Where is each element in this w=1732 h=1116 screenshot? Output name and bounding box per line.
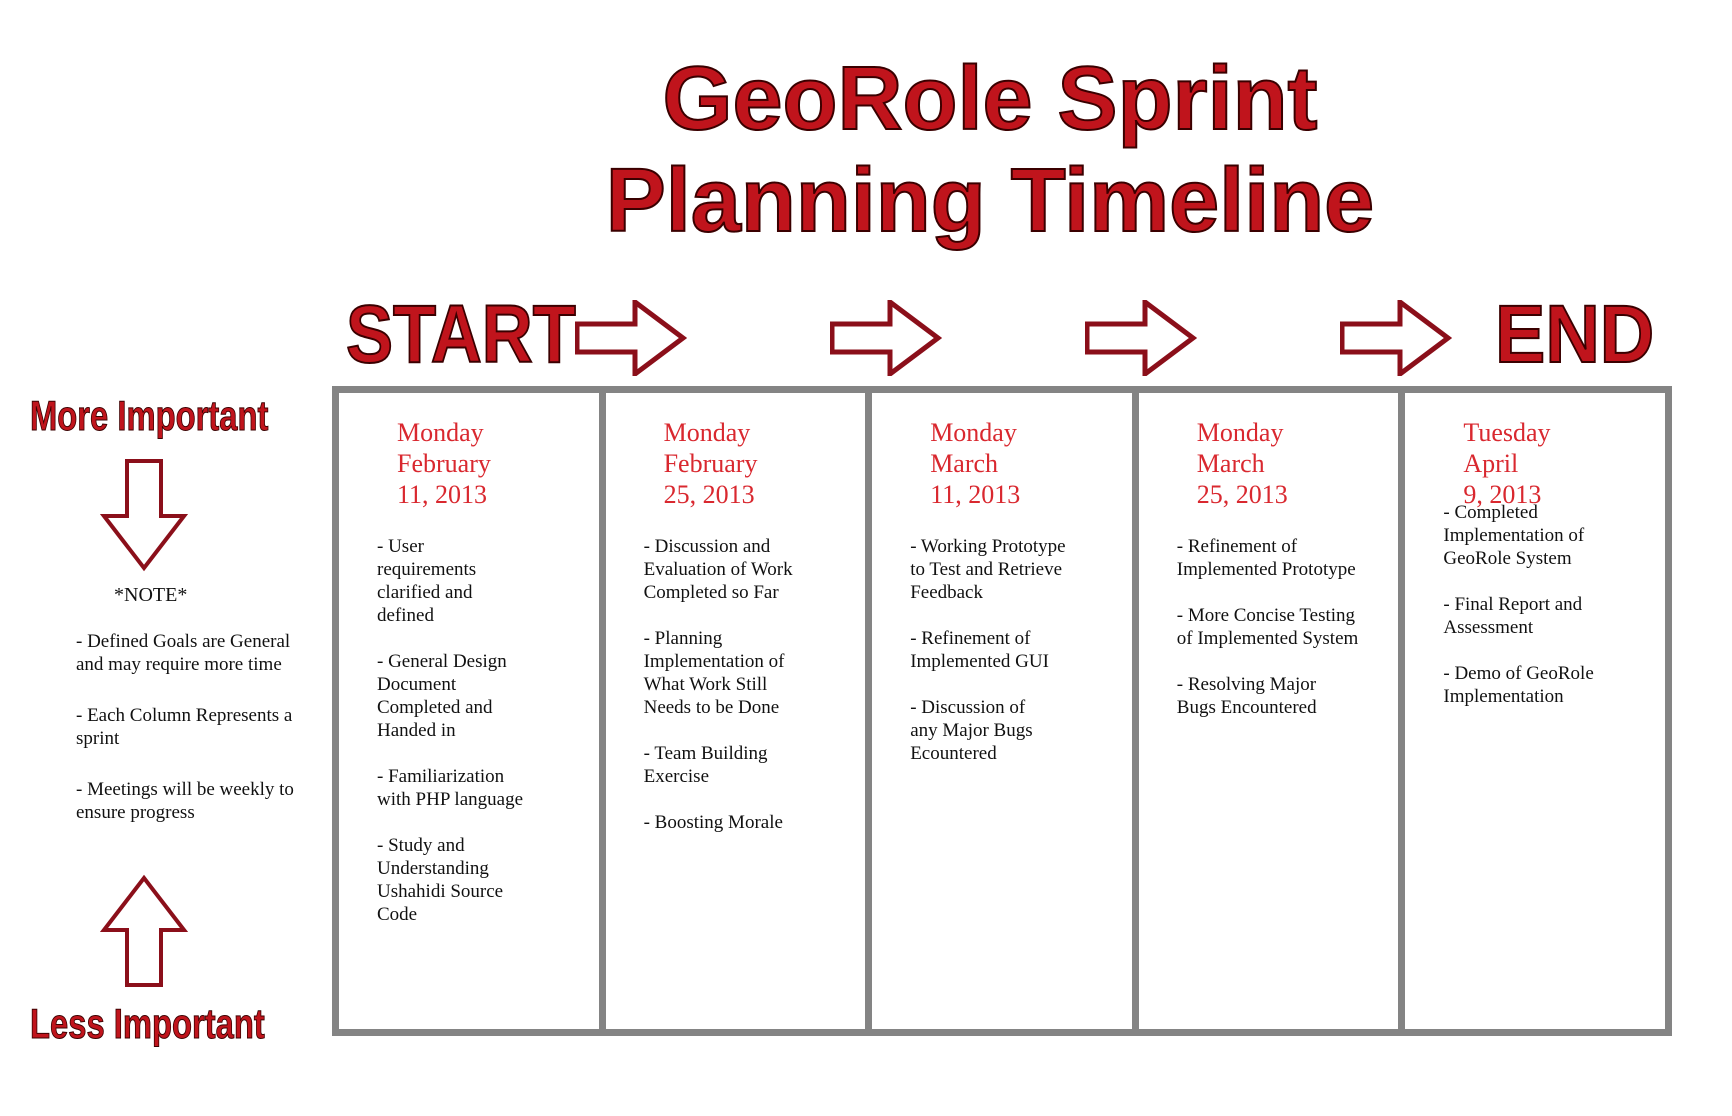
task-item: - Final Report and Assessment	[1443, 594, 1583, 638]
task-item: - Refinement of Implemented GUI	[910, 628, 1049, 672]
task-item: - Discussion and Evaluation of Work Comp…	[643, 536, 793, 603]
sprint-date: Monday March 25, 2013	[1196, 418, 1288, 509]
sprint-task-list: - Completed Implementation of GeoRole Sy…	[1443, 501, 1673, 731]
right-arrow-outline-icon	[575, 300, 687, 376]
note-list: - Defined Goals are General and may requ…	[76, 630, 316, 852]
sprint-column: Monday March 25, 2013 - Refinement of Im…	[1139, 393, 1406, 1029]
task-item: - General Design Document Completed and …	[377, 651, 507, 741]
task-item: - Refinement of Implemented Prototype	[1176, 536, 1356, 580]
task-item: - Boosting Morale	[643, 812, 783, 833]
sprint-task-list: - Discussion and Evaluation of Work Comp…	[644, 535, 874, 857]
task-item: - Working Prototype to Test and Retrieve…	[910, 536, 1066, 603]
less-important-label: Less Important	[30, 1000, 266, 1048]
sprint-column: Monday February 25, 2013 - Discussion an…	[606, 393, 873, 1029]
task-item: - Team Building Exercise	[643, 743, 768, 787]
task-item: - Resolving Major Bugs Encountered	[1176, 674, 1317, 718]
sprint-task-list: - Refinement of Implemented Prototype - …	[1177, 535, 1407, 742]
task-item: - Discussion of any Major Bugs Ecountere…	[910, 697, 1033, 764]
task-item: - User requirements clarified and define…	[377, 536, 477, 626]
sprint-date: Monday February 11, 2013	[397, 418, 491, 509]
right-arrow-outline-icon	[1340, 300, 1452, 376]
right-arrow-outline-icon	[830, 300, 942, 376]
note-item: - Each Column Represents a sprint	[76, 705, 293, 749]
note-item: - Meetings will be weekly to ensure prog…	[76, 779, 294, 823]
sprint-column: Monday February 11, 2013 - User requirem…	[339, 393, 606, 1029]
sprint-task-list: - User requirements clarified and define…	[377, 535, 607, 949]
sprint-board: Monday February 11, 2013 - User requirem…	[332, 386, 1672, 1036]
sprint-column: Monday March 11, 2013 - Working Prototyp…	[872, 393, 1139, 1029]
more-important-label: More Important	[30, 392, 269, 440]
up-arrow-outline-icon	[100, 874, 188, 987]
title-line-2: Planning Timeline	[605, 150, 1375, 252]
start-label: START	[345, 289, 577, 381]
right-arrow-outline-icon	[1085, 300, 1197, 376]
task-item: - Study and Understanding Ushahidi Sourc…	[377, 835, 504, 925]
task-item: - Familiarization with PHP language	[377, 766, 524, 810]
sprint-column: Tuesday April 9, 2013 - Completed Implem…	[1405, 393, 1665, 1029]
note-item: - Defined Goals are General and may requ…	[76, 631, 291, 675]
sprint-date: Monday February 25, 2013	[663, 418, 758, 509]
task-item: - Demo of GeoRole Implementation	[1443, 663, 1594, 707]
task-item: - Planning Implementation of What Work S…	[643, 628, 785, 718]
end-label: END	[1494, 289, 1655, 381]
task-item: - More Concise Testing of Implemented Sy…	[1176, 605, 1359, 649]
sprint-task-list: - Working Prototype to Test and Retrieve…	[910, 535, 1140, 788]
page-title: GeoRole Sprint Planning Timeline	[560, 48, 1420, 252]
sprint-date: Tuesday April 9, 2013	[1463, 418, 1551, 509]
task-item: - Completed Implementation of GeoRole Sy…	[1443, 502, 1585, 569]
sprint-date: Monday March 11, 2013	[930, 418, 1021, 509]
title-line-1: GeoRole Sprint	[661, 48, 1318, 150]
down-arrow-outline-icon	[100, 459, 188, 572]
note-title: *NOTE*	[114, 584, 188, 606]
